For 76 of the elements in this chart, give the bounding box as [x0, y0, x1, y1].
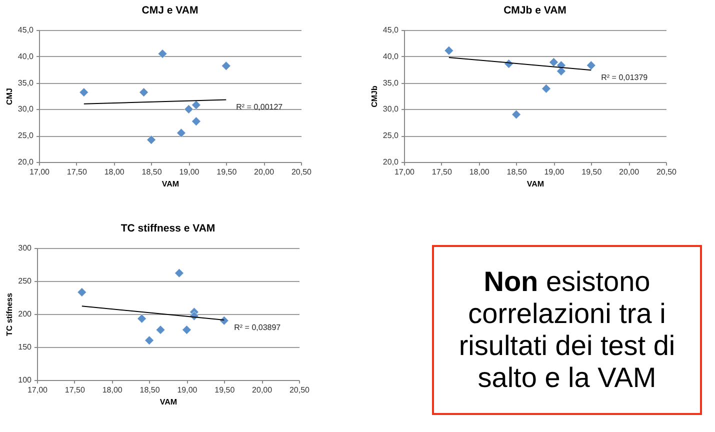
point: [184, 104, 194, 114]
x-axis-title: VAM: [162, 180, 180, 188]
x-tick-label: 18,00: [104, 168, 125, 176]
x-tick-label: 20,50: [656, 168, 678, 176]
x-tick-label: 18,50: [506, 168, 528, 176]
annotation: R² = 0,03897: [234, 322, 282, 332]
x-tick-label: 19,00: [177, 386, 198, 394]
x-tick-label: 19,50: [214, 386, 236, 394]
point: [586, 60, 596, 70]
point: [146, 135, 156, 144]
point: [144, 336, 154, 346]
point: [79, 88, 89, 97]
x-tick-label: 17,50: [432, 168, 452, 176]
point: [156, 325, 166, 335]
y-axis-title: TC stifness: [5, 292, 14, 336]
y-tick-label: 100: [18, 376, 32, 384]
annotation: R² = 0,00127: [236, 102, 284, 112]
x-tick-label: 18,50: [140, 386, 160, 394]
point: [512, 110, 521, 120]
y-tick-label: 200: [18, 310, 32, 318]
x-tick-label: 17,00: [29, 168, 50, 176]
point: [137, 314, 146, 324]
annotation: R² = 0,01379: [601, 73, 648, 82]
point: [77, 288, 87, 297]
y-tick-label: 40,0: [382, 52, 400, 61]
x-tick-label: 20,50: [289, 386, 310, 394]
x-tick-label: 19,50: [582, 168, 602, 176]
point: [556, 66, 566, 76]
x-tick-label: 20,50: [291, 168, 312, 176]
y-axis-title: CMJb: [370, 86, 379, 108]
y-tick-label: 25,0: [382, 131, 400, 140]
point: [444, 46, 454, 56]
x-tick-label: 19,00: [179, 168, 200, 176]
chart-title: TC stiffness e VAM: [120, 222, 216, 234]
x-tick-label: 18,00: [102, 386, 123, 394]
x-tick-label: 18,00: [469, 168, 490, 176]
y-tick-label: 300: [18, 244, 32, 252]
x-tick-label: 17,00: [394, 168, 416, 176]
x-tick-label: 18,50: [142, 168, 162, 176]
x-tick-label: 20,00: [619, 168, 640, 176]
y-tick-label: 35,0: [382, 78, 400, 88]
y-axis-title: CMJ: [4, 88, 14, 105]
point: [182, 325, 192, 335]
y-tick-label: 30,0: [382, 104, 400, 114]
point: [158, 49, 168, 58]
y-tick-label: 35,0: [18, 78, 34, 88]
y-tick-label: 45,0: [382, 26, 400, 34]
y-tick-label: 25,0: [18, 131, 34, 140]
x-tick-label: 17,50: [64, 386, 86, 394]
y-tick-label: 150: [18, 342, 32, 352]
y-tick-label: 45,0: [18, 26, 34, 34]
point: [192, 100, 201, 110]
x-tick-label: 19,00: [544, 168, 565, 176]
text: Non esistono correlazioni tra i risultati dei test di salto e la VAM: [458, 266, 676, 394]
y-tick-label: 20,0: [18, 158, 34, 166]
point: [221, 61, 231, 71]
x-tick-label: 19,50: [216, 168, 238, 176]
x-tick-label: 17,50: [66, 168, 88, 176]
y-tick-label: 250: [18, 276, 32, 286]
x-axis-title: VAM: [160, 398, 178, 406]
point: [542, 84, 551, 94]
chart-title: CMJb e VAM: [504, 4, 567, 16]
point: [219, 316, 229, 326]
point: [549, 58, 558, 67]
y-tick-label: 40,0: [18, 52, 34, 61]
chart-title: CMJ e VAM: [142, 4, 198, 16]
x-tick-label: 20,00: [252, 386, 273, 394]
point: [139, 88, 148, 97]
x-axis-title: VAM: [526, 180, 544, 188]
point: [174, 268, 184, 278]
point: [192, 116, 201, 126]
point: [176, 128, 186, 138]
x-tick-label: 17,00: [27, 386, 48, 394]
y-tick-label: 30,0: [18, 104, 34, 114]
x-tick-label: 20,00: [254, 168, 275, 176]
y-tick-label: 20,0: [382, 158, 400, 166]
